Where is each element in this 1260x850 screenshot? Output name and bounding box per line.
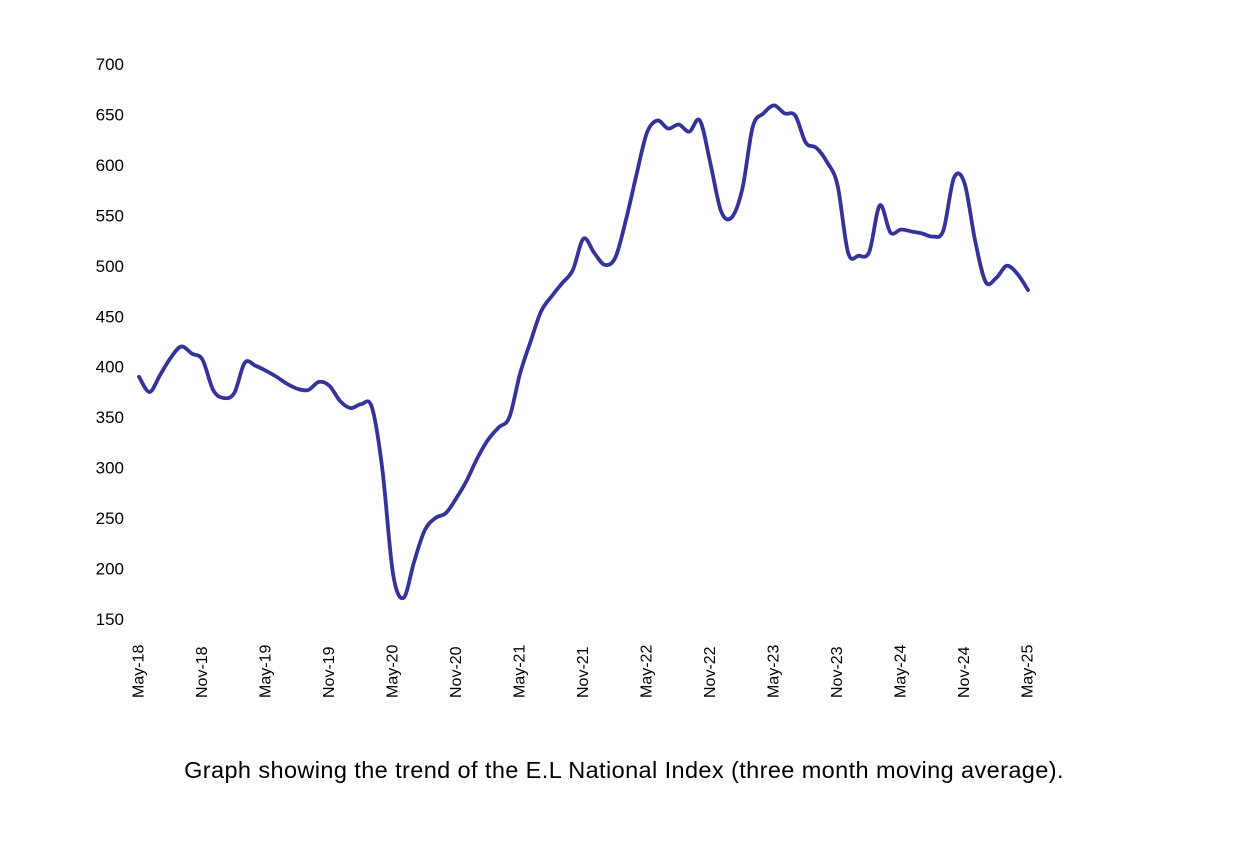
y-axis-tick-label: 300 <box>96 459 124 478</box>
x-axis-tick-label: Nov-22 <box>702 646 719 698</box>
line-chart: 150 200 250 300 350 400 450 500 550 600 650 700 May-… <box>96 55 1037 698</box>
x-axis-tick-label: May-20 <box>385 645 402 698</box>
y-axis-tick-label: 550 <box>96 206 124 225</box>
y-axis-tick-label: 650 <box>96 105 124 124</box>
y-axis-tick-label: 700 <box>96 55 124 74</box>
x-axis-tick-label: Nov-19 <box>321 646 338 698</box>
y-axis-tick-label: 200 <box>96 560 124 579</box>
x-axis-tick-label: May-18 <box>131 645 148 698</box>
x-axis-tick-label: May-24 <box>893 645 910 698</box>
y-axis-tick-label: 450 <box>96 307 124 326</box>
y-axis-tick-label: 400 <box>96 358 124 377</box>
x-axis-tick-label: May-19 <box>258 645 275 698</box>
x-axis-tick-label: Nov-18 <box>194 646 211 698</box>
x-axis-tick-label: Nov-24 <box>956 646 973 698</box>
chart-caption: Graph showing the trend of the E.L Natio… <box>184 757 1064 783</box>
y-axis-tick-label: 250 <box>96 509 124 528</box>
x-axis-tick-label: Nov-23 <box>829 646 846 698</box>
y-axis-tick-label: 150 <box>96 610 124 629</box>
x-axis-tick-label: Nov-21 <box>575 646 592 698</box>
x-axis-tick-label: May-25 <box>1020 645 1037 698</box>
x-axis-tick-label: Nov-20 <box>448 646 465 698</box>
index-trend-line <box>137 103 1030 601</box>
y-axis-tick-label: 500 <box>96 257 124 276</box>
x-axis-tick-label: May-21 <box>512 645 529 698</box>
y-axis-tick-label: 600 <box>96 156 124 175</box>
x-axis-tick-label: May-23 <box>766 645 783 698</box>
x-axis-tick-label: May-22 <box>639 645 656 698</box>
y-axis-tick-label: 350 <box>96 408 124 427</box>
